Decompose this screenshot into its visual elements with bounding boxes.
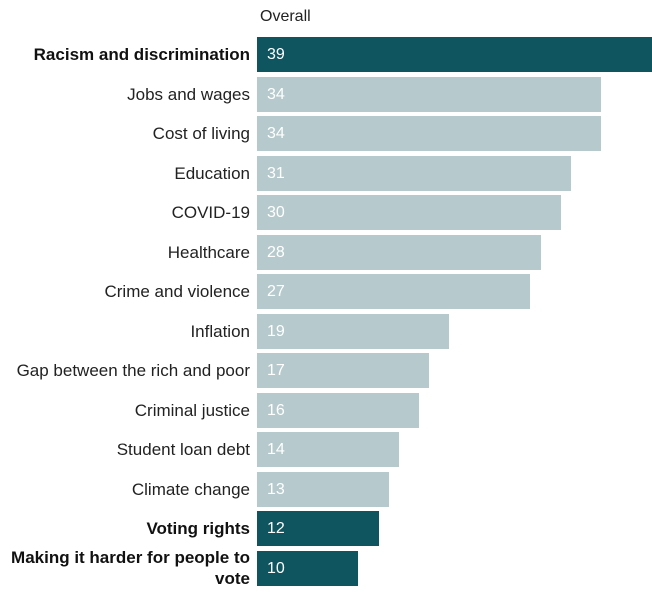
category-label: Criminal justice (134, 400, 250, 420)
bar-value-label: 30 (267, 204, 285, 221)
bar-value-label: 31 (267, 164, 285, 182)
category-label: Racism and discrimination (33, 45, 250, 64)
bar (257, 550, 359, 586)
category-label: Making it harder for people to vote (11, 548, 250, 588)
bar (257, 195, 561, 230)
bar (257, 511, 379, 546)
category-label: Voting rights (146, 519, 250, 538)
bar-value-label: 12 (267, 520, 285, 537)
bar (257, 432, 399, 467)
category-label: Gap between the rich and poor (16, 361, 250, 380)
bar-value-label: 34 (267, 85, 285, 103)
bar-value-label: 39 (267, 46, 285, 63)
category-label: Climate change (131, 479, 250, 499)
bar (257, 274, 531, 309)
category-label: Crime and violence (104, 282, 250, 301)
category-label: Education (174, 163, 250, 183)
bar-value-label: 10 (267, 559, 285, 577)
category-label: Jobs and wages (127, 84, 250, 104)
bar-value-label: 27 (267, 283, 285, 300)
bar (257, 313, 450, 349)
category-label: Healthcare (167, 242, 250, 262)
category-label: Student loan debt (116, 440, 250, 459)
bar (257, 37, 652, 72)
bar (257, 155, 571, 191)
bar (257, 234, 541, 270)
bar (257, 353, 430, 388)
bar-value-label: 17 (267, 362, 285, 379)
category-label: Inflation (190, 321, 250, 341)
bar-value-label: 13 (267, 480, 285, 498)
bar-value-label: 16 (267, 401, 285, 419)
category-label: COVID-19 (171, 203, 250, 222)
bar (257, 392, 420, 428)
column-header: Overall (260, 8, 311, 25)
bar-value-label: 28 (267, 243, 285, 261)
bar-value-label: 14 (267, 441, 285, 458)
category-label: Cost of living (152, 124, 250, 143)
bar (257, 76, 602, 112)
bar (257, 116, 602, 151)
bar (257, 471, 389, 507)
bar-value-label: 34 (267, 125, 285, 142)
bar-value-label: 19 (267, 322, 285, 340)
